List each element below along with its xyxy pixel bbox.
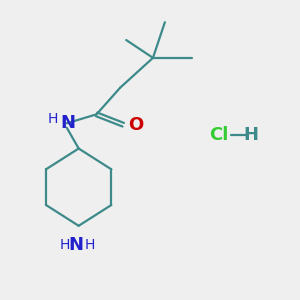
Text: N: N xyxy=(61,114,76,132)
Text: O: O xyxy=(129,116,144,134)
Text: Cl: Cl xyxy=(209,126,228,144)
Text: H: H xyxy=(85,238,95,252)
Text: H: H xyxy=(48,112,58,126)
Text: H: H xyxy=(60,238,70,252)
Text: N: N xyxy=(69,236,84,254)
Text: H: H xyxy=(244,126,259,144)
